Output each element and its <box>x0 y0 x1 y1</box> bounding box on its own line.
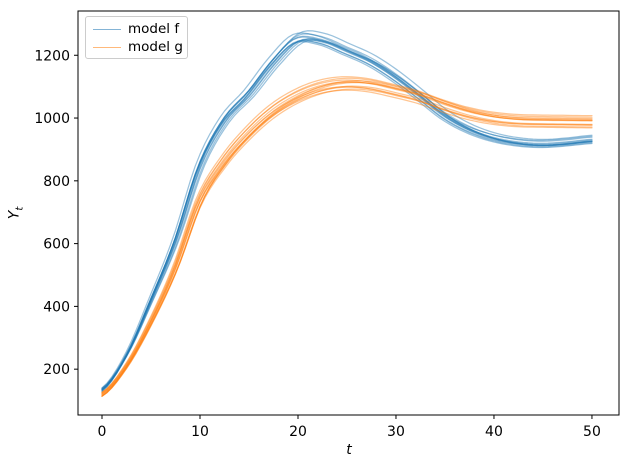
y-axis-label-subscript: t <box>14 206 26 211</box>
legend-item-model-f: model f <box>93 20 187 38</box>
legend-label-model-f: model f <box>128 21 180 37</box>
svg-text:1200: 1200 <box>34 48 70 64</box>
svg-text:40: 40 <box>485 424 503 440</box>
legend-label-model-g: model g <box>128 39 183 55</box>
svg-text:200: 200 <box>43 362 70 378</box>
svg-text:10: 10 <box>191 424 209 440</box>
svg-text:600: 600 <box>43 237 70 253</box>
svg-text:50: 50 <box>583 424 601 440</box>
svg-text:1000: 1000 <box>34 111 70 127</box>
svg-text:30: 30 <box>387 424 405 440</box>
legend-line-sample-g <box>93 46 121 48</box>
legend: model f model g <box>85 16 188 59</box>
y-axis-label-base: Y <box>6 210 23 220</box>
y-axis-label: Yt <box>7 207 26 219</box>
legend-line-sample-f <box>93 28 121 30</box>
svg-text:400: 400 <box>43 299 70 315</box>
legend-item-model-g: model g <box>93 38 187 56</box>
svg-text:20: 20 <box>289 424 307 440</box>
x-axis-label: t <box>346 442 352 458</box>
svg-text:0: 0 <box>98 424 107 440</box>
svg-text:800: 800 <box>43 174 70 190</box>
